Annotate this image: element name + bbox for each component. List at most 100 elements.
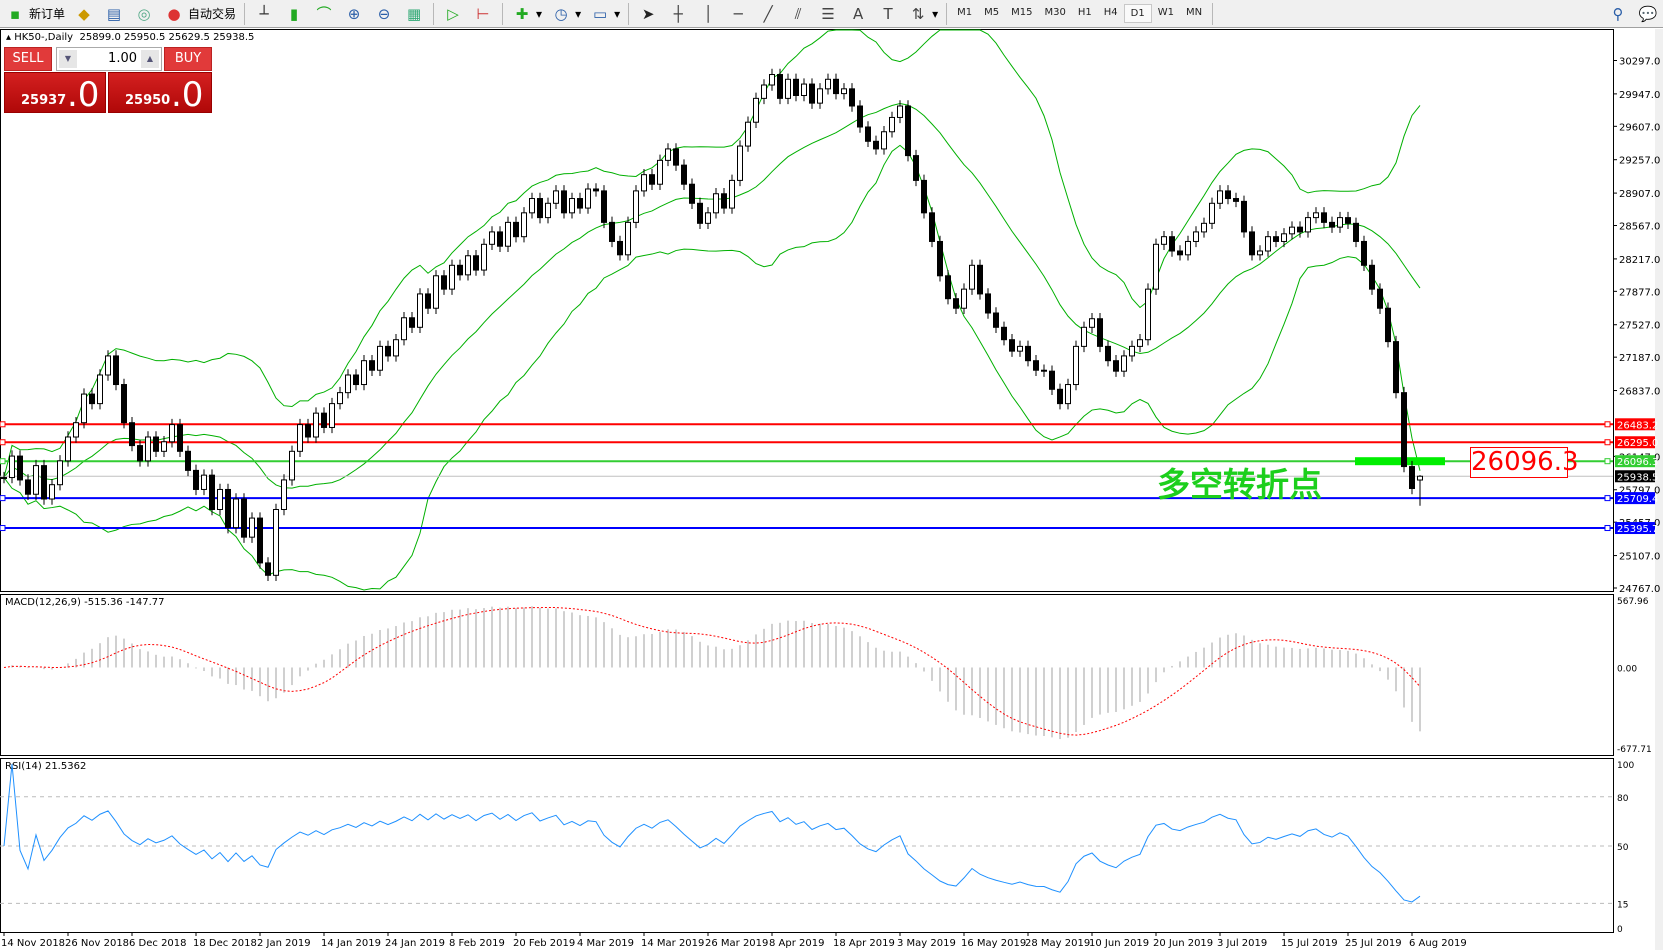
line-handle[interactable] <box>1604 439 1611 446</box>
fibonacci-button[interactable]: ☰ <box>813 2 843 26</box>
timeframe-h4[interactable]: H4 <box>1103 7 1118 18</box>
new-order-icon: ▪ <box>9 4 21 23</box>
text-button[interactable]: A <box>843 2 873 26</box>
bear-candle <box>153 436 159 452</box>
line-handle[interactable] <box>0 421 6 428</box>
tile-windows-button[interactable]: ▦ <box>399 2 429 26</box>
data-window-button[interactable]: ▤ <box>99 2 129 26</box>
sell-button[interactable]: SELL <box>4 47 52 71</box>
price-tick-label: 28217.0 <box>1619 255 1660 266</box>
bull-candle <box>49 484 55 500</box>
timeframe-w1[interactable]: W1 <box>1157 7 1174 18</box>
bear-candle <box>1249 231 1255 256</box>
text-label-button[interactable]: T <box>873 2 903 26</box>
timeframe-m1[interactable]: M1 <box>957 7 973 18</box>
line-handle[interactable] <box>0 525 6 532</box>
trendline-button[interactable]: ╱ <box>753 2 783 26</box>
bear-candle <box>1297 226 1303 233</box>
autoscroll-button[interactable]: ▷ <box>438 2 468 26</box>
candlestick-button[interactable]: ▮ <box>279 2 309 26</box>
auto-trade-button[interactable]: ● 自动交易 <box>159 2 240 26</box>
macd-axis-label: -677.71 <box>1617 745 1652 755</box>
navigator-button[interactable]: ◎ <box>129 2 159 26</box>
bear-candle <box>1105 345 1111 362</box>
cursor-button[interactable]: ➤ <box>633 2 663 26</box>
bear-candle <box>1273 236 1279 242</box>
templates-button[interactable]: ▭ ▾ <box>585 2 624 26</box>
lot-size-input[interactable]: ▼ 1.00 ▲ <box>56 47 162 71</box>
line-handle[interactable] <box>1604 421 1611 428</box>
tile-windows-icon: ▦ <box>406 4 422 23</box>
date-label: 26 Mar 2019 <box>705 938 768 949</box>
bull-candle <box>97 374 103 405</box>
price-tick-label: 27187.0 <box>1619 353 1660 364</box>
timeframe-m5[interactable]: M5 <box>984 7 1000 18</box>
market-watch-icon: ◆ <box>78 4 90 23</box>
timeframe-h1[interactable]: H1 <box>1077 7 1092 18</box>
search-button[interactable]: ⚲ <box>1603 2 1633 26</box>
sell-price-button[interactable]: 25937.0 <box>4 72 106 115</box>
chart-shift-button[interactable]: ⊢ <box>468 2 498 26</box>
bear-candle <box>1225 190 1231 200</box>
buy-button[interactable]: BUY <box>164 47 212 71</box>
line-handle[interactable] <box>1604 458 1611 465</box>
buy-price-button[interactable]: 25950.0 <box>108 72 212 115</box>
bar-chart-button[interactable]: ┴ <box>249 2 279 26</box>
periods-button[interactable]: ◷ ▾ <box>546 2 585 26</box>
date-label: 14 Mar 2019 <box>641 938 704 949</box>
line-handle[interactable] <box>0 458 6 465</box>
line-chart-button[interactable]: ⌒ <box>309 2 339 26</box>
bull-candle <box>337 392 343 405</box>
timeframe-m30[interactable]: M30 <box>1044 7 1066 18</box>
divider <box>628 2 630 25</box>
crosshair-button[interactable]: ┼ <box>663 2 693 26</box>
date-label: 6 Aug 2019 <box>1409 938 1467 949</box>
bull-candle <box>289 450 295 481</box>
bull-candle <box>625 221 631 256</box>
increase-lot-button[interactable]: ▲ <box>141 50 159 68</box>
market-watch-button[interactable]: ◆ <box>69 2 99 26</box>
price-line-label: 26096.3 <box>1617 457 1658 468</box>
bull-candle <box>1161 236 1167 245</box>
autoscroll-icon: ▷ <box>447 4 459 23</box>
bull-candle <box>1417 475 1423 481</box>
bear-candle <box>1321 212 1327 223</box>
timeframe-d1[interactable]: D1 <box>1123 4 1152 23</box>
bear-candle <box>193 469 199 490</box>
bear-candle <box>1169 236 1175 252</box>
zoom-out-button[interactable]: ⊖ <box>369 2 399 26</box>
arrows-button[interactable]: ⇅ ▾ <box>903 2 942 26</box>
timeframe-mn[interactable]: MN <box>1185 7 1203 18</box>
price-tick-label: 30297.0 <box>1619 57 1660 68</box>
vertical-line-button[interactable]: │ <box>693 2 723 26</box>
line-chart-icon: ⌒ <box>316 5 332 23</box>
cursor-icon: ➤ <box>641 4 655 23</box>
decrease-lot-button[interactable]: ▼ <box>59 50 77 68</box>
bull-candle <box>1193 231 1199 242</box>
bull-candle <box>73 422 79 438</box>
timeframe-m15[interactable]: M15 <box>1011 7 1033 18</box>
chat-button[interactable]: 💬 <box>1633 2 1663 26</box>
bull-candle <box>273 508 279 576</box>
bull-candle <box>705 212 711 224</box>
date-label: 3 Jul 2019 <box>1217 938 1267 949</box>
right-scrollbar[interactable] <box>1655 29 1663 950</box>
bull-candle <box>585 188 591 209</box>
line-handle[interactable] <box>1604 495 1611 502</box>
zoom-in-button[interactable]: ⊕ <box>339 2 369 26</box>
new-order-button[interactable]: ▪ 新订单 <box>0 2 69 26</box>
equidistant-channel-button[interactable]: ⫽ <box>783 2 813 26</box>
bull-candle <box>761 84 767 99</box>
indicators-button[interactable]: ✚ ▾ <box>507 2 546 26</box>
price-tick-label: 29607.0 <box>1619 122 1660 133</box>
macd-signal-line <box>3 607 1421 736</box>
bear-candle <box>953 298 959 309</box>
bollinger-upper-band <box>3 29 1421 478</box>
bear-candle <box>929 212 935 242</box>
line-handle[interactable] <box>0 439 6 446</box>
horizontal-line-button[interactable]: ─ <box>723 2 753 26</box>
line-handle[interactable] <box>0 495 6 502</box>
bull-candle <box>465 255 471 276</box>
line-handle[interactable] <box>1604 525 1611 532</box>
